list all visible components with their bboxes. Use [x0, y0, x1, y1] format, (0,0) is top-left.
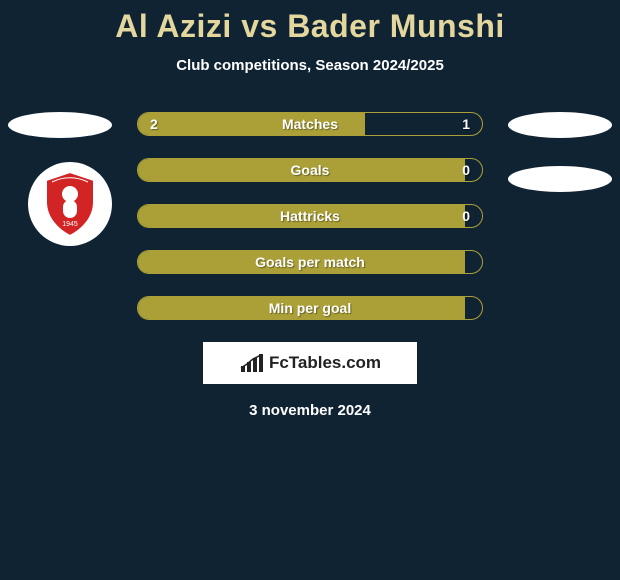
placeholder-ellipse-top-right — [508, 112, 612, 138]
stat-label: Matches — [138, 113, 482, 135]
stat-value-right: 0 — [462, 205, 470, 227]
page-title: Al Azizi vs Bader Munshi — [0, 8, 620, 45]
stat-label: Goals — [138, 159, 482, 181]
stat-label: Goals per match — [138, 251, 482, 273]
date-text: 3 november 2024 — [0, 402, 620, 419]
stat-label: Min per goal — [138, 297, 482, 319]
stat-value-left: 2 — [150, 113, 158, 135]
stat-bar: Matches2 1 — [137, 112, 483, 136]
brand-text: FcTables.com — [269, 353, 381, 373]
bars-icon — [239, 352, 265, 374]
stat-value-right: 1 — [462, 113, 470, 135]
stat-bar: Hattricks0 — [137, 204, 483, 228]
shield-icon: 1945 — [42, 170, 98, 238]
svg-text:1945: 1945 — [62, 221, 78, 228]
stat-bar: Min per goal — [137, 296, 483, 320]
stat-label: Hattricks — [138, 205, 482, 227]
stat-value-right: 0 — [462, 159, 470, 181]
stat-bar: Goals per match — [137, 250, 483, 274]
stat-row: Min per goal — [0, 296, 620, 320]
stats-area: 1945 Matches21Goals0Hattricks0Goals per … — [0, 112, 620, 320]
stat-row: Goals per match — [0, 250, 620, 274]
brand-box[interactable]: FcTables.com — [203, 342, 417, 384]
placeholder-ellipse-mid-right — [508, 166, 612, 192]
subtitle: Club competitions, Season 2024/2025 — [0, 57, 620, 74]
placeholder-ellipse-top-left — [8, 112, 112, 138]
comparison-card: Al Azizi vs Bader Munshi Club competitio… — [0, 0, 620, 419]
club-badge-left: 1945 — [28, 162, 112, 246]
stat-bar: Goals0 — [137, 158, 483, 182]
